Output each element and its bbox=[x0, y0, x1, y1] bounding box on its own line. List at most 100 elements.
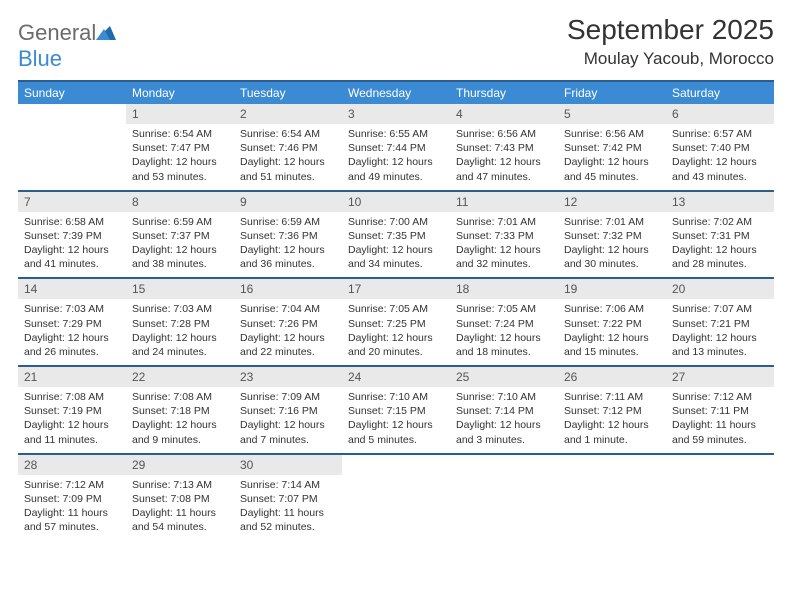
day-cell: 7Sunrise: 6:58 AMSunset: 7:39 PMDaylight… bbox=[18, 192, 126, 278]
day-cell: 18Sunrise: 7:05 AMSunset: 7:24 PMDayligh… bbox=[450, 279, 558, 365]
day-number: 8 bbox=[126, 192, 234, 212]
day-number: 13 bbox=[666, 192, 774, 212]
sunrise-text: Sunrise: 6:54 AM bbox=[132, 127, 228, 141]
day-number: 1 bbox=[126, 104, 234, 124]
location: Moulay Yacoub, Morocco bbox=[567, 49, 774, 69]
sunrise-text: Sunrise: 7:13 AM bbox=[132, 478, 228, 492]
sunset-text: Sunset: 7:21 PM bbox=[672, 317, 768, 331]
day-details: Sunrise: 7:13 AMSunset: 7:08 PMDaylight:… bbox=[126, 475, 234, 541]
sunrise-text: Sunrise: 7:09 AM bbox=[240, 390, 336, 404]
day-number: 11 bbox=[450, 192, 558, 212]
day-details: Sunrise: 7:02 AMSunset: 7:31 PMDaylight:… bbox=[666, 212, 774, 278]
sunrise-text: Sunrise: 7:08 AM bbox=[24, 390, 120, 404]
daylight-text: Daylight: 12 hours and 20 minutes. bbox=[348, 331, 444, 359]
day-cell: 24 Sunrise: 7:10 AMSunset: 7:15 PMDayligh… bbox=[342, 367, 450, 453]
day-cell: 16Sunrise: 7:04 AMSunset: 7:26 PMDayligh… bbox=[234, 279, 342, 365]
sunset-text: Sunset: 7:09 PM bbox=[24, 492, 120, 506]
sunrise-text: Sunrise: 7:06 AM bbox=[564, 302, 660, 316]
sunset-text: Sunset: 7:19 PM bbox=[24, 404, 120, 418]
daylight-text: Daylight: 12 hours and 5 minutes. bbox=[348, 418, 444, 446]
day-cell: 22Sunrise: 7:08 AMSunset: 7:18 PMDayligh… bbox=[126, 367, 234, 453]
day-number: 26 bbox=[558, 367, 666, 387]
sunset-text: Sunset: 7:25 PM bbox=[348, 317, 444, 331]
day-number: 25 bbox=[450, 367, 558, 387]
sunset-text: Sunset: 7:15 PM bbox=[348, 404, 444, 418]
sunrise-text: Sunrise: 7:14 AM bbox=[240, 478, 336, 492]
week-row: 28Sunrise: 7:12 AMSunset: 7:09 PMDayligh… bbox=[18, 455, 774, 541]
sunset-text: Sunset: 7:40 PM bbox=[672, 141, 768, 155]
sunset-text: Sunset: 7:08 PM bbox=[132, 492, 228, 506]
daylight-text: Daylight: 12 hours and 11 minutes. bbox=[24, 418, 120, 446]
sunset-text: Sunset: 7:47 PM bbox=[132, 141, 228, 155]
sunset-text: Sunset: 7:16 PM bbox=[240, 404, 336, 418]
daylight-text: Daylight: 12 hours and 9 minutes. bbox=[132, 418, 228, 446]
daylight-text: Daylight: 12 hours and 36 minutes. bbox=[240, 243, 336, 271]
day-details: Sunrise: 6:55 AMSunset: 7:44 PMDaylight:… bbox=[342, 124, 450, 190]
day-number: 24 bbox=[342, 367, 450, 387]
logo-part2: Blue bbox=[18, 46, 62, 71]
sunrise-text: Sunrise: 7:02 AM bbox=[672, 215, 768, 229]
daylight-text: Daylight: 12 hours and 26 minutes. bbox=[24, 331, 120, 359]
day-cell: 5Sunrise: 6:56 AMSunset: 7:42 PMDaylight… bbox=[558, 104, 666, 190]
day-details: Sunrise: 7:14 AMSunset: 7:07 PMDaylight:… bbox=[234, 475, 342, 541]
day-number: 15 bbox=[126, 279, 234, 299]
day-cell bbox=[450, 455, 558, 541]
sunset-text: Sunset: 7:07 PM bbox=[240, 492, 336, 506]
sunrise-text: Sunrise: 7:10 AM bbox=[348, 390, 444, 404]
day-details: Sunrise: 6:58 AMSunset: 7:39 PMDaylight:… bbox=[18, 212, 126, 278]
day-details: Sunrise: 6:56 AMSunset: 7:42 PMDaylight:… bbox=[558, 124, 666, 190]
sunrise-text: Sunrise: 7:01 AM bbox=[456, 215, 552, 229]
sunrise-text: Sunrise: 7:03 AM bbox=[132, 302, 228, 316]
day-cell: 30Sunrise: 7:14 AMSunset: 7:07 PMDayligh… bbox=[234, 455, 342, 541]
sunrise-text: Sunrise: 7:11 AM bbox=[564, 390, 660, 404]
sunrise-text: Sunrise: 7:12 AM bbox=[672, 390, 768, 404]
sunset-text: Sunset: 7:29 PM bbox=[24, 317, 120, 331]
day-number: 10 bbox=[342, 192, 450, 212]
weekday-header: Tuesday bbox=[234, 82, 342, 104]
day-number: 27 bbox=[666, 367, 774, 387]
day-details: Sunrise: 7:06 AMSunset: 7:22 PMDaylight:… bbox=[558, 299, 666, 365]
day-number: 23 bbox=[234, 367, 342, 387]
daylight-text: Daylight: 11 hours and 54 minutes. bbox=[132, 506, 228, 534]
day-details: Sunrise: 7:05 AMSunset: 7:25 PMDaylight:… bbox=[342, 299, 450, 365]
day-details: Sunrise: 7:08 AMSunset: 7:19 PMDaylight:… bbox=[18, 387, 126, 453]
day-cell bbox=[18, 104, 126, 190]
day-number: 29 bbox=[126, 455, 234, 475]
sunset-text: Sunset: 7:42 PM bbox=[564, 141, 660, 155]
day-cell: 10Sunrise: 7:00 AMSunset: 7:35 PMDayligh… bbox=[342, 192, 450, 278]
daylight-text: Daylight: 11 hours and 52 minutes. bbox=[240, 506, 336, 534]
sunset-text: Sunset: 7:24 PM bbox=[456, 317, 552, 331]
daylight-text: Daylight: 12 hours and 30 minutes. bbox=[564, 243, 660, 271]
day-cell: 6Sunrise: 6:57 AMSunset: 7:40 PMDaylight… bbox=[666, 104, 774, 190]
sunrise-text: Sunrise: 7:05 AM bbox=[456, 302, 552, 316]
daylight-text: Daylight: 12 hours and 24 minutes. bbox=[132, 331, 228, 359]
daylight-text: Daylight: 11 hours and 57 minutes. bbox=[24, 506, 120, 534]
sunset-text: Sunset: 7:33 PM bbox=[456, 229, 552, 243]
sunset-text: Sunset: 7:12 PM bbox=[564, 404, 660, 418]
sunset-text: Sunset: 7:39 PM bbox=[24, 229, 120, 243]
day-cell: 1Sunrise: 6:54 AMSunset: 7:47 PMDaylight… bbox=[126, 104, 234, 190]
day-number: 28 bbox=[18, 455, 126, 475]
logo-mark-icon bbox=[96, 20, 116, 46]
sunrise-text: Sunrise: 7:07 AM bbox=[672, 302, 768, 316]
sunset-text: Sunset: 7:37 PM bbox=[132, 229, 228, 243]
day-number: 18 bbox=[450, 279, 558, 299]
header: GeneralBlue September 2025 Moulay Yacoub… bbox=[18, 14, 774, 72]
title-block: September 2025 Moulay Yacoub, Morocco bbox=[567, 14, 774, 69]
sunrise-text: Sunrise: 7:01 AM bbox=[564, 215, 660, 229]
day-details: Sunrise: 7:12 AMSunset: 7:11 PMDaylight:… bbox=[666, 387, 774, 453]
day-details: Sunrise: 7:00 AMSunset: 7:35 PMDaylight:… bbox=[342, 212, 450, 278]
sunrise-text: Sunrise: 6:57 AM bbox=[672, 127, 768, 141]
sunrise-text: Sunrise: 6:56 AM bbox=[564, 127, 660, 141]
daylight-text: Daylight: 12 hours and 43 minutes. bbox=[672, 155, 768, 183]
day-number: 20 bbox=[666, 279, 774, 299]
day-number: 14 bbox=[18, 279, 126, 299]
daylight-text: Daylight: 12 hours and 22 minutes. bbox=[240, 331, 336, 359]
day-number: 9 bbox=[234, 192, 342, 212]
day-details: Sunrise: 7:11 AMSunset: 7:12 PMDaylight:… bbox=[558, 387, 666, 453]
day-cell: 14Sunrise: 7:03 AMSunset: 7:29 PMDayligh… bbox=[18, 279, 126, 365]
sunset-text: Sunset: 7:18 PM bbox=[132, 404, 228, 418]
day-cell: 17Sunrise: 7:05 AMSunset: 7:25 PMDayligh… bbox=[342, 279, 450, 365]
week-row: 7Sunrise: 6:58 AMSunset: 7:39 PMDaylight… bbox=[18, 192, 774, 280]
week-row: 14Sunrise: 7:03 AMSunset: 7:29 PMDayligh… bbox=[18, 279, 774, 367]
